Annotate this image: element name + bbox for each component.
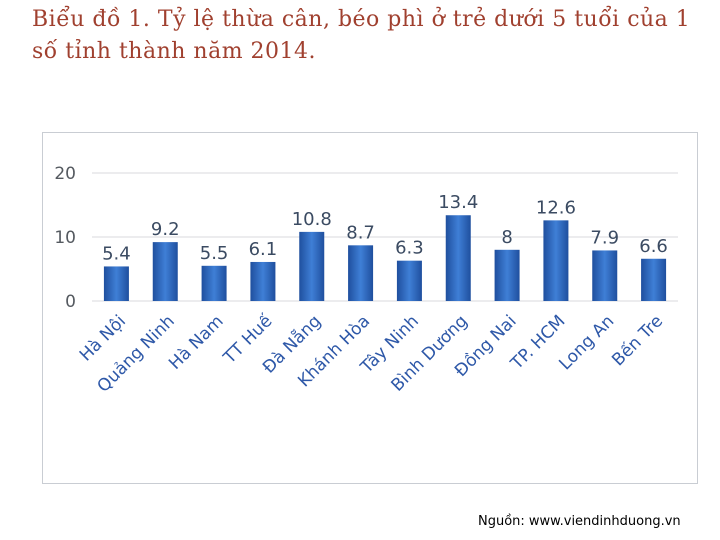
data-label: 7.9 bbox=[590, 227, 619, 248]
page-title: Biểu đồ 1. Tỷ lệ thừa cân, béo phì ở trẻ… bbox=[32, 7, 691, 64]
y-tick-label: 20 bbox=[54, 164, 76, 184]
y-tick-label: 10 bbox=[54, 228, 76, 248]
data-label: 9.2 bbox=[151, 219, 180, 240]
y-axis-ticks: 0 10 20 bbox=[54, 164, 76, 312]
data-label: 8 bbox=[501, 227, 512, 248]
data-label: 8.7 bbox=[346, 222, 375, 243]
data-label: 6.3 bbox=[395, 238, 424, 259]
bar bbox=[299, 231, 325, 301]
category-label: Long An bbox=[555, 311, 618, 374]
bars bbox=[103, 215, 667, 301]
data-label: 6.1 bbox=[249, 239, 278, 260]
bar bbox=[201, 265, 227, 301]
bar bbox=[250, 261, 276, 301]
bar bbox=[592, 250, 618, 301]
category-label: Hà Nam bbox=[165, 311, 227, 373]
bar bbox=[396, 260, 422, 301]
data-label: 6.6 bbox=[639, 236, 668, 257]
bar bbox=[494, 249, 520, 301]
bar bbox=[543, 220, 569, 301]
y-tick-label: 0 bbox=[65, 292, 76, 312]
chart-frame bbox=[42, 132, 698, 484]
data-label: 12.6 bbox=[536, 197, 576, 218]
data-label: 5.5 bbox=[200, 243, 229, 264]
data-label: 13.4 bbox=[438, 192, 478, 213]
bar bbox=[445, 215, 471, 301]
source-note: Nguồn: www.viendinhduong.vn bbox=[478, 514, 681, 529]
bar bbox=[103, 266, 129, 301]
bar bbox=[348, 245, 374, 301]
bar bbox=[641, 258, 667, 301]
data-label: 10.8 bbox=[292, 209, 332, 230]
data-label: 5.4 bbox=[102, 243, 131, 264]
category-label: Bến Tre bbox=[608, 311, 668, 371]
grid-lines bbox=[92, 172, 678, 302]
data-labels: 5.4 9.2 5.5 6.1 10.8 8.7 6.3 13.4 8 12.6 7.9 6.6 bbox=[102, 192, 668, 264]
bar bbox=[152, 242, 178, 301]
